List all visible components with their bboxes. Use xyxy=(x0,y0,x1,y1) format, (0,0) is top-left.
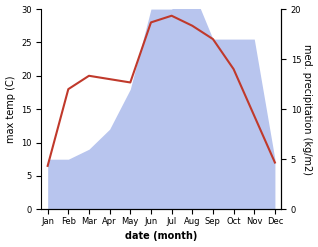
Y-axis label: max temp (C): max temp (C) xyxy=(5,75,16,143)
Y-axis label: med. precipitation (kg/m2): med. precipitation (kg/m2) xyxy=(302,44,313,175)
X-axis label: date (month): date (month) xyxy=(125,231,197,242)
